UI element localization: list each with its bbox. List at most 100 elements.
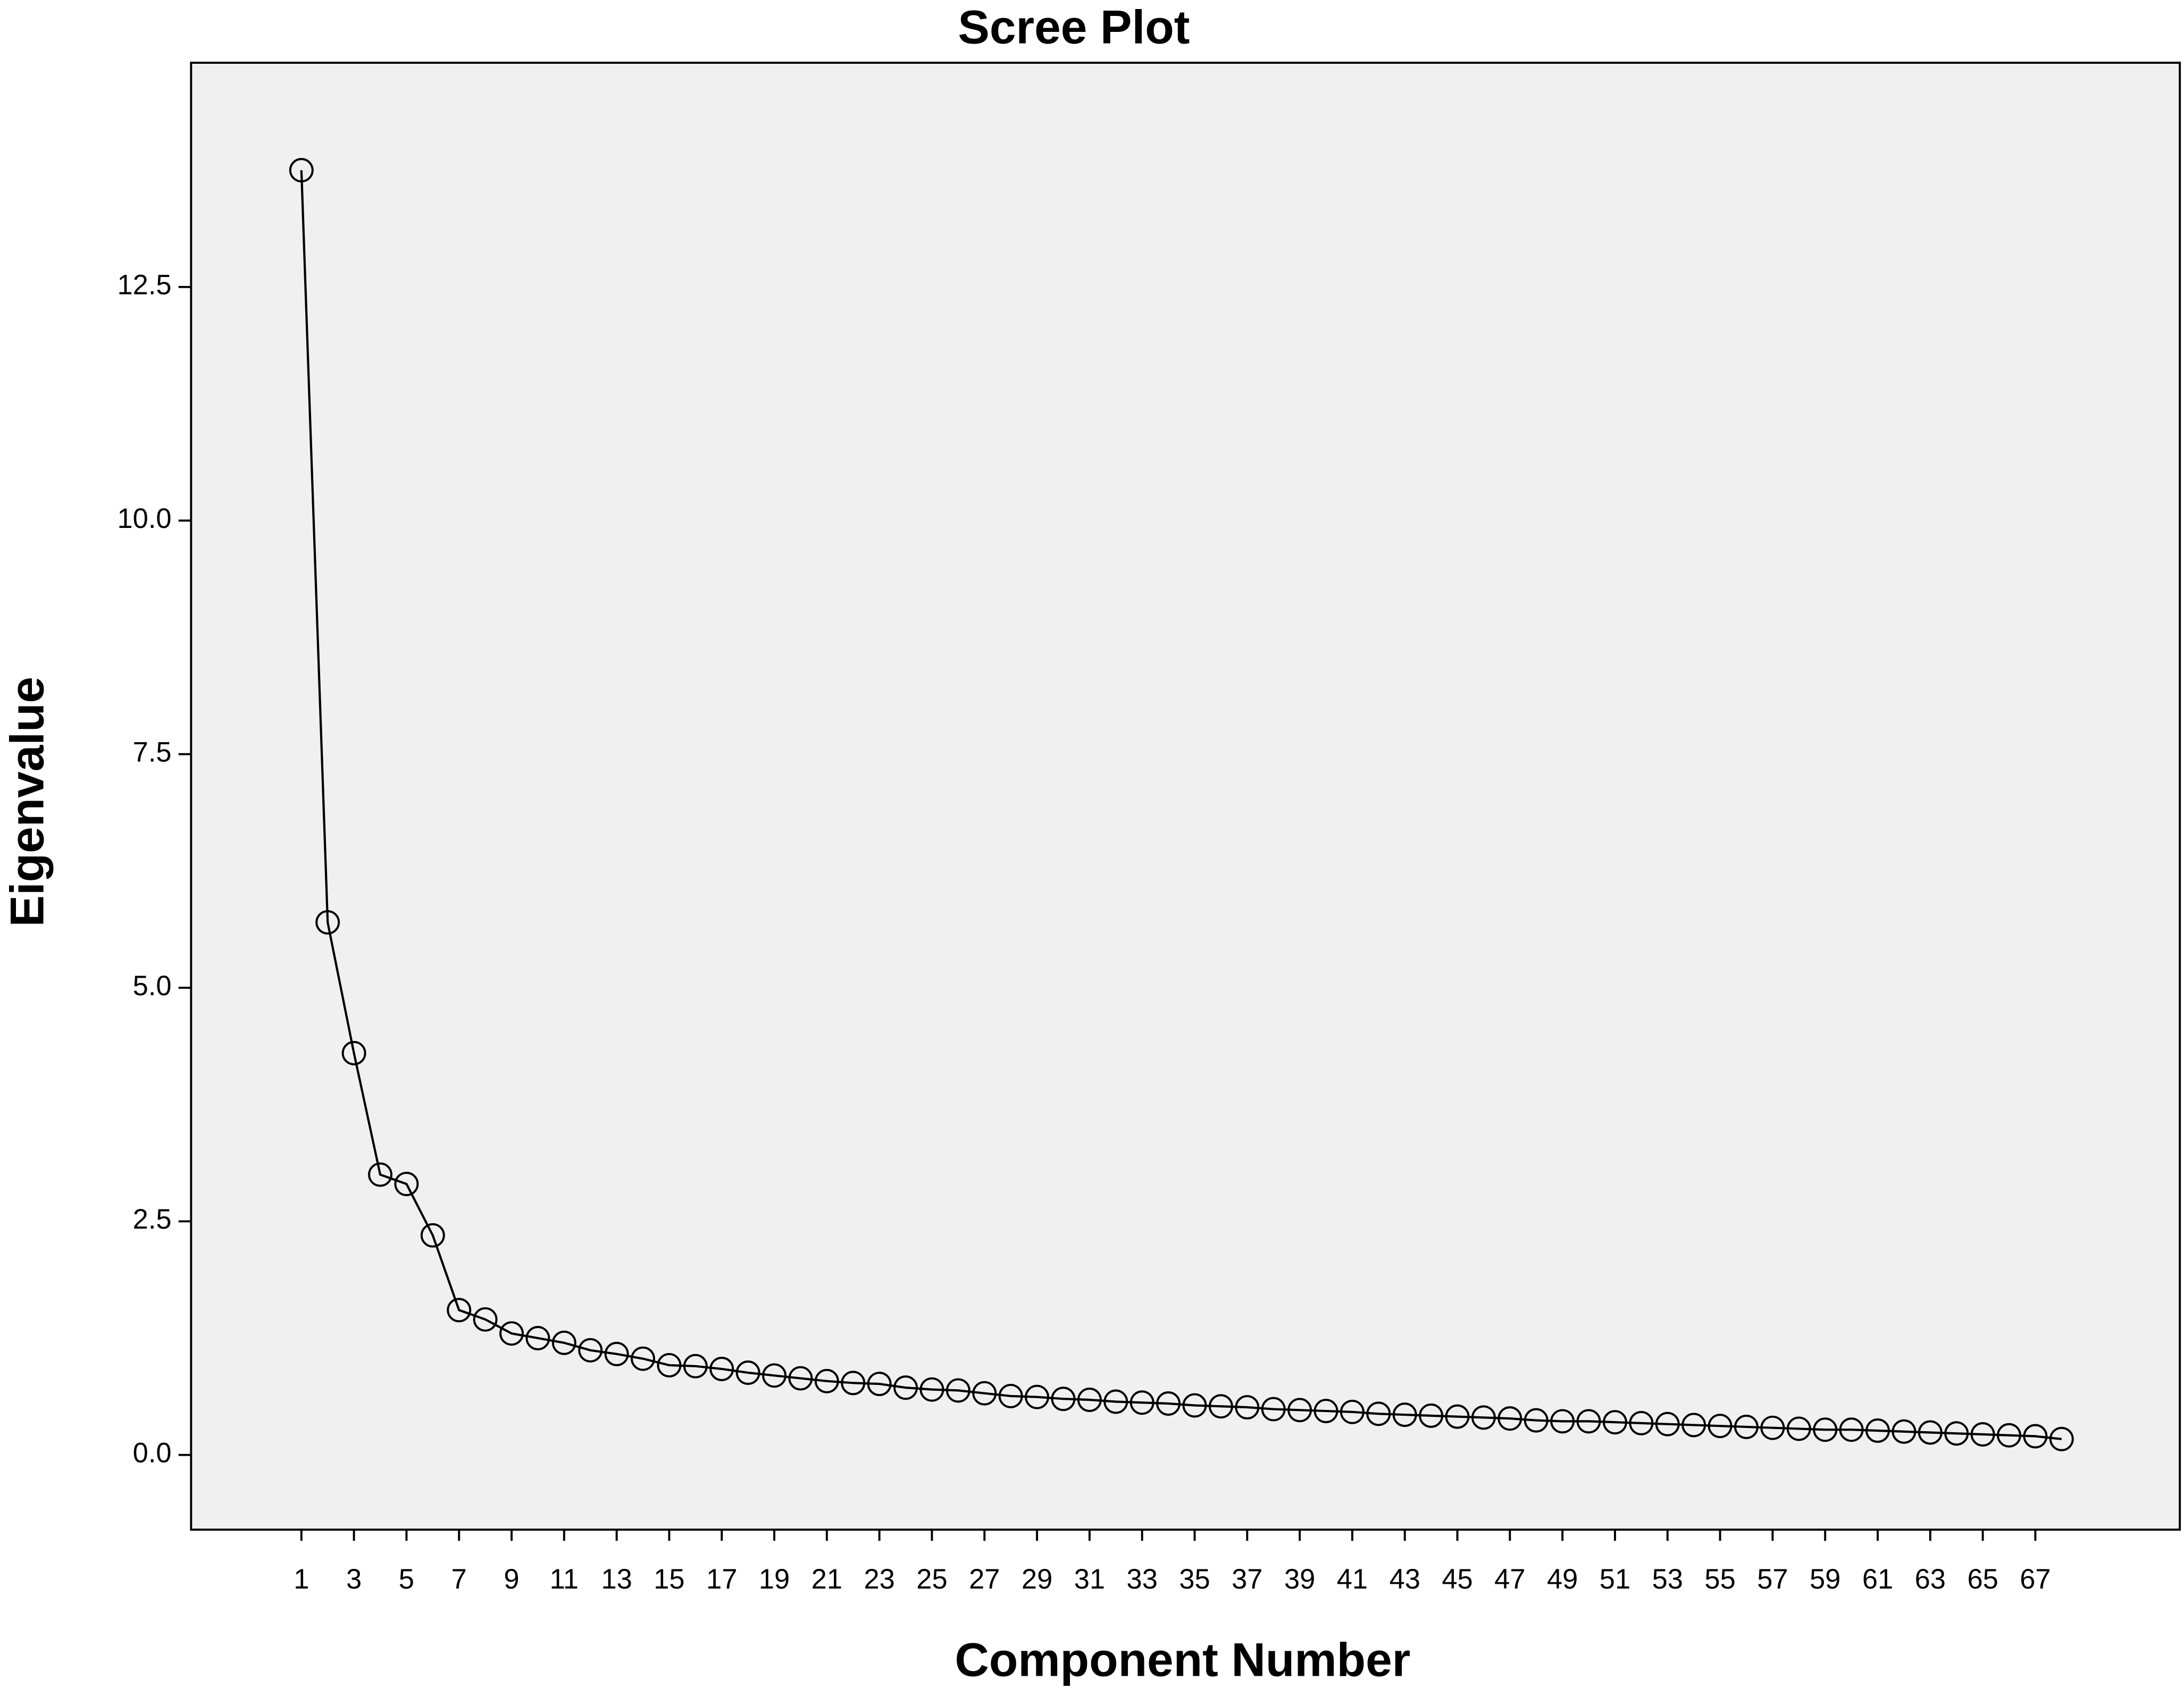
point <box>341 1040 366 1065</box>
point <box>578 1338 603 1363</box>
x-tick-label: 3 <box>346 1564 362 1595</box>
point <box>1734 1414 1759 1439</box>
point <box>1813 1417 1838 1442</box>
x-tick-label: 51 <box>1600 1564 1630 1595</box>
point <box>788 1366 813 1391</box>
point <box>893 1375 918 1400</box>
point <box>1051 1387 1076 1412</box>
point <box>394 1172 419 1196</box>
x-tick-label: 21 <box>811 1564 842 1595</box>
point <box>604 1341 629 1366</box>
point <box>1261 1397 1286 1422</box>
x-tick-label: 39 <box>1284 1564 1315 1595</box>
x-tick-label: 45 <box>1442 1564 1472 1595</box>
point <box>289 158 314 183</box>
point <box>1366 1401 1391 1426</box>
point <box>867 1372 892 1397</box>
point <box>1524 1408 1549 1433</box>
point <box>1839 1417 1864 1442</box>
point <box>631 1346 655 1371</box>
point <box>1419 1403 1444 1428</box>
point <box>1182 1393 1207 1418</box>
point <box>1997 1423 2021 1448</box>
y-axis-label: Eigenvalue <box>0 677 53 927</box>
point <box>473 1307 498 1332</box>
point <box>814 1368 839 1393</box>
scree-line <box>300 170 2062 1440</box>
point <box>1208 1394 1233 1419</box>
x-tick-label: 53 <box>1652 1564 1683 1595</box>
point <box>525 1326 550 1350</box>
x-tick-label: 47 <box>1494 1564 1525 1595</box>
x-tick-label: 29 <box>1022 1564 1052 1595</box>
x-tick-label: 23 <box>864 1564 895 1595</box>
point <box>1918 1420 1943 1445</box>
point <box>368 1162 392 1187</box>
point <box>1760 1415 1785 1440</box>
point <box>1471 1405 1496 1430</box>
plot-area <box>190 62 2181 1531</box>
x-tick-label: 37 <box>1232 1564 1262 1595</box>
point <box>1550 1409 1575 1434</box>
point <box>1025 1384 1050 1409</box>
point <box>1103 1389 1128 1414</box>
point <box>1603 1410 1627 1435</box>
point <box>1129 1390 1154 1415</box>
x-tick-label: 35 <box>1179 1564 1210 1595</box>
x-axis-label: Component Number <box>955 1633 1411 1686</box>
y-tick-label: 5.0 <box>133 971 172 1002</box>
x-tick-label: 19 <box>759 1564 790 1595</box>
point <box>709 1357 734 1381</box>
point <box>447 1298 472 1323</box>
x-tick-label: 7 <box>451 1564 467 1595</box>
point <box>1681 1413 1706 1438</box>
point <box>1865 1418 1890 1443</box>
x-tick-label: 1 <box>294 1564 309 1595</box>
point <box>1287 1398 1312 1423</box>
point <box>1235 1395 1260 1419</box>
point <box>420 1223 445 1248</box>
x-tick-label: 5 <box>399 1564 414 1595</box>
x-tick-label: 33 <box>1127 1564 1158 1595</box>
y-tick-label: 10.0 <box>118 503 172 534</box>
x-tick-label: 27 <box>969 1564 1000 1595</box>
point <box>1313 1399 1338 1424</box>
point <box>1708 1414 1733 1439</box>
point <box>1445 1404 1470 1429</box>
point <box>919 1377 944 1402</box>
point <box>1576 1409 1601 1434</box>
x-tick-label: 55 <box>1704 1564 1735 1595</box>
point <box>1392 1402 1417 1427</box>
y-tick-label: 12.5 <box>118 270 172 301</box>
point <box>499 1321 524 1346</box>
point <box>841 1371 866 1396</box>
x-tick-label: 31 <box>1074 1564 1105 1595</box>
point <box>762 1363 786 1388</box>
point <box>972 1381 997 1406</box>
point <box>1944 1421 1969 1446</box>
x-tick-label: 61 <box>1862 1564 1893 1595</box>
x-tick-label: 49 <box>1547 1564 1578 1595</box>
y-tick-label: 7.5 <box>133 737 172 768</box>
point <box>1786 1416 1811 1441</box>
x-tick-label: 57 <box>1757 1564 1788 1595</box>
point <box>2023 1424 2048 1449</box>
point <box>1497 1406 1522 1431</box>
x-tick-label: 25 <box>916 1564 947 1595</box>
point <box>1629 1410 1654 1435</box>
x-tick-label: 15 <box>654 1564 684 1595</box>
point <box>315 910 340 935</box>
x-tick-label: 63 <box>1915 1564 1946 1595</box>
x-tick-label: 17 <box>706 1564 737 1595</box>
x-tick-label: 65 <box>1967 1564 1998 1595</box>
x-tick-label: 9 <box>504 1564 519 1595</box>
point <box>2049 1426 2074 1451</box>
x-tick-label: 11 <box>550 1564 579 1595</box>
point <box>1970 1422 1995 1447</box>
x-tick-label: 67 <box>2020 1564 2051 1595</box>
point <box>998 1383 1023 1408</box>
y-tick-label: 0.0 <box>133 1438 172 1469</box>
point <box>1892 1419 1917 1444</box>
